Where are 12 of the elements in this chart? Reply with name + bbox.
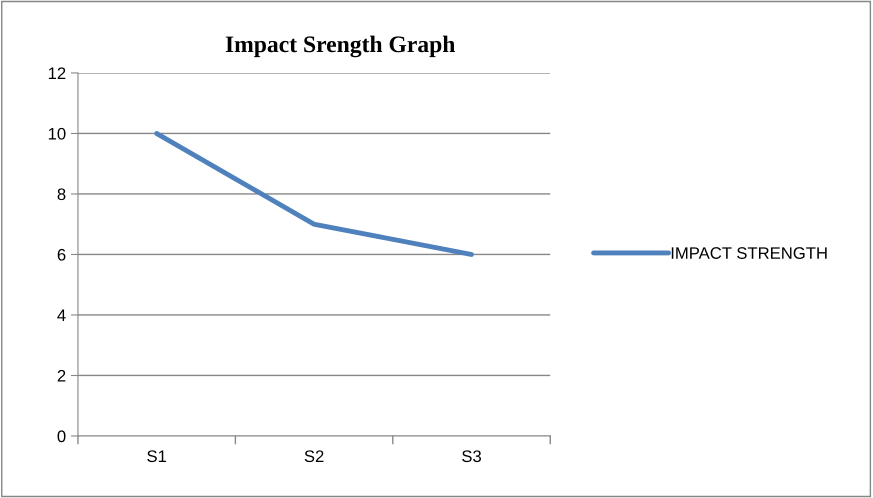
- chart-title: Impact Srength Graph: [226, 36, 456, 58]
- y-tick-label: 10: [48, 128, 66, 140]
- y-tick-label: 0: [58, 430, 66, 442]
- y-tick-label: 2: [58, 370, 66, 382]
- y-tick-label: 12: [48, 67, 66, 79]
- x-tick-label: S3: [462, 450, 481, 462]
- y-tick-label: 4: [57, 310, 66, 322]
- x-tick-label: S2: [304, 450, 324, 462]
- x-tick-label: S1: [147, 450, 166, 462]
- y-tick-label: 8: [58, 188, 66, 200]
- legend-label: IMPACT STRENGTH: [672, 247, 827, 259]
- y-tick-label: 6: [58, 248, 66, 261]
